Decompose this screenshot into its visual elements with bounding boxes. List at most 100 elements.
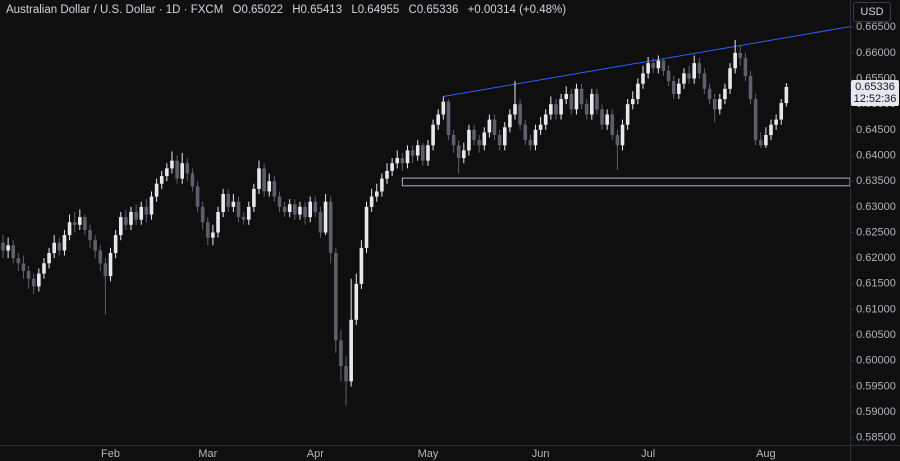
candle-body (641, 73, 645, 84)
candle-body (738, 52, 743, 58)
candle-body (451, 134, 456, 146)
candle-body (718, 99, 722, 110)
candle-body (564, 93, 568, 100)
candle-body (446, 101, 451, 135)
candle-body (344, 365, 348, 382)
candle-body (508, 114, 512, 128)
candle-body (241, 217, 246, 220)
candle-body (554, 104, 558, 115)
candle-body (687, 73, 691, 79)
candle-body (723, 88, 727, 100)
candle-body (385, 170, 389, 179)
y-tick-label: 0.64000 (856, 149, 896, 161)
candle-body (118, 217, 123, 236)
candle-body (42, 263, 46, 274)
candle-body (630, 99, 635, 105)
candle-body (758, 140, 763, 146)
candle-body (533, 129, 538, 146)
candle-body (697, 63, 702, 74)
candle-body (206, 222, 210, 238)
x-tick-label: Jul (641, 448, 655, 460)
candle-body (380, 178, 384, 192)
candle-body (272, 181, 277, 197)
candle-body (221, 194, 225, 212)
candle-body (682, 73, 686, 84)
price-change: +0.00314 (+0.48%) (467, 4, 567, 16)
x-tick-label: Mar (198, 448, 217, 460)
candle-body (497, 134, 502, 146)
candle-body (139, 206, 144, 220)
candle-body (666, 70, 671, 82)
candle-body (574, 88, 579, 110)
candle-body (88, 229, 92, 241)
candle-body (1, 242, 5, 251)
candle-body (549, 104, 553, 115)
candle-body (62, 235, 67, 251)
y-tick-label: 0.66500 (856, 21, 896, 33)
candle-body (436, 114, 440, 125)
candle-body (636, 83, 640, 100)
candle-body (154, 183, 159, 197)
y-tick-label: 0.60500 (856, 329, 896, 341)
candle-body (584, 104, 589, 115)
candle-body (712, 99, 717, 110)
y-tick-label: 0.62500 (856, 226, 896, 238)
candle-body (441, 101, 446, 115)
candle-body (108, 253, 113, 277)
candle-body (113, 235, 118, 254)
candle-body (83, 217, 87, 230)
readout-value: 0.65413 (300, 4, 343, 16)
candle-body (129, 211, 133, 225)
candle-body (16, 258, 21, 264)
candle-body (231, 201, 236, 207)
y-tick-label: 0.61500 (856, 278, 896, 290)
candle-body (600, 109, 604, 125)
candle-body (328, 201, 333, 254)
candle-body (159, 176, 164, 184)
candle-body (769, 124, 773, 135)
candle-body (78, 217, 82, 225)
candle-body (595, 93, 599, 110)
candle-body (656, 60, 661, 69)
candle-body (518, 104, 522, 125)
y-tick-label: 0.63500 (856, 175, 896, 187)
candle-body (293, 204, 297, 215)
candle-body (707, 88, 712, 100)
readout-label: O (232, 4, 242, 16)
candle-body (620, 124, 625, 146)
countdown-label: 12:52:36 (854, 93, 897, 105)
candle-body (149, 196, 154, 215)
x-tick-label: Apr (307, 448, 324, 460)
candle-body (590, 93, 594, 115)
candle-body (318, 211, 323, 233)
candle-body (421, 145, 425, 161)
candle-body (226, 194, 231, 207)
y-tick-label: 0.59500 (856, 380, 896, 392)
candle-body (21, 263, 26, 272)
x-tick-label: Jun (532, 448, 550, 460)
candle-body (513, 104, 517, 115)
candle-body (31, 278, 36, 287)
candle-body (492, 119, 497, 135)
candle-body (753, 99, 758, 141)
readout-value: 0.65336 (416, 4, 459, 16)
candle-body (98, 250, 103, 264)
candle-body (528, 140, 533, 146)
candle-body (661, 60, 666, 71)
candle-body (57, 242, 62, 251)
candle-body (692, 63, 696, 79)
candle-body (374, 191, 379, 197)
candle-body (410, 150, 415, 156)
candle-body (743, 57, 748, 76)
candle-body (6, 245, 10, 251)
readout-label: C (408, 4, 417, 16)
candle-body (523, 124, 528, 141)
candle-body (543, 114, 548, 125)
candle-body (462, 150, 466, 159)
candle-body (124, 217, 128, 225)
candle-body (354, 283, 359, 320)
candle-body (615, 134, 620, 146)
candle-body (671, 81, 676, 94)
currency-button[interactable]: USD (853, 2, 891, 22)
